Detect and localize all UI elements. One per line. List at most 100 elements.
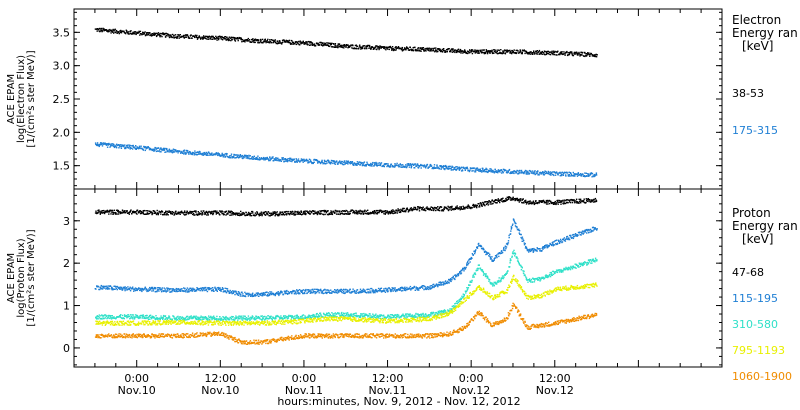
data-point: [432, 48, 434, 50]
data-point: [477, 169, 479, 171]
data-point: [593, 175, 595, 177]
data-point: [116, 209, 119, 211]
series-47-68: [94, 196, 598, 217]
data-point: [464, 49, 466, 51]
data-point: [206, 153, 208, 155]
data-point: [371, 287, 373, 290]
data-point: [511, 224, 514, 227]
data-point: [269, 39, 271, 41]
data-point: [178, 34, 180, 36]
data-point: [397, 165, 399, 167]
data-point: [326, 213, 329, 216]
data-point: [374, 290, 377, 292]
data-point: [139, 211, 141, 213]
data-point: [228, 211, 230, 214]
data-point: [588, 200, 590, 203]
data-point: [372, 212, 374, 214]
data-point: [146, 34, 148, 36]
data-point: [285, 39, 288, 42]
data-point: [116, 213, 118, 215]
data-point: [467, 263, 469, 266]
data-point: [200, 153, 203, 155]
data-point: [340, 290, 342, 292]
data-point: [279, 214, 281, 216]
data-point: [304, 42, 306, 44]
data-point: [99, 211, 101, 213]
data-point: [171, 33, 174, 36]
data-point: [308, 211, 310, 213]
data-point: [407, 211, 410, 213]
data-point: [443, 207, 445, 210]
data-point: [196, 288, 198, 291]
data-point: [437, 167, 440, 169]
data-point: [305, 158, 308, 161]
data-point: [286, 158, 288, 161]
data-point: [235, 292, 238, 295]
data-point: [249, 213, 251, 216]
data-point: [208, 154, 210, 156]
data-point: [267, 211, 270, 213]
data-point: [228, 38, 230, 40]
data-point: [358, 161, 360, 163]
data-point: [203, 288, 205, 290]
data-point: [349, 163, 352, 165]
data-point: [471, 170, 473, 172]
data-point: [441, 48, 444, 51]
data-point: [217, 37, 219, 39]
data-point: [205, 151, 207, 154]
data-point: [115, 211, 117, 214]
data-point: [455, 166, 457, 168]
data-point: [566, 199, 568, 201]
data-point: [230, 155, 232, 157]
data-point: [560, 174, 563, 177]
data-point: [360, 161, 362, 164]
data-point: [249, 41, 252, 43]
data-point: [273, 41, 275, 43]
data-point: [107, 31, 109, 33]
data-point: [486, 168, 488, 170]
data-point: [300, 211, 303, 214]
data-point: [232, 292, 234, 294]
data-point: [235, 157, 237, 159]
data-point: [263, 211, 265, 214]
data-point: [181, 288, 183, 290]
data-point: [271, 42, 273, 44]
data-point: [492, 259, 495, 262]
data-point: [417, 49, 419, 51]
data-point: [307, 289, 309, 291]
data-point: [506, 243, 509, 246]
data-point: [445, 51, 447, 53]
data-point: [427, 48, 429, 50]
data-point: [584, 202, 586, 204]
data-point: [319, 41, 321, 44]
data-point: [436, 50, 438, 52]
data-point: [418, 208, 421, 210]
data-point: [473, 204, 475, 206]
data-point: [421, 165, 423, 167]
data-point: [328, 212, 330, 215]
data-point: [475, 167, 478, 170]
data-point: [534, 248, 537, 251]
data-point: [332, 46, 334, 48]
data-point: [353, 289, 356, 292]
data-point: [433, 286, 435, 288]
data-point: [526, 171, 528, 173]
data-point: [168, 288, 170, 290]
data-point: [278, 158, 280, 161]
data-point: [464, 50, 466, 52]
data-point: [100, 28, 103, 30]
data-point: [366, 45, 369, 48]
data-point: [288, 213, 291, 216]
data-point: [484, 169, 486, 171]
data-point: [359, 288, 362, 290]
data-point: [321, 210, 323, 212]
data-point: [266, 294, 268, 297]
data-point: [212, 213, 214, 216]
data-point: [201, 212, 204, 214]
data-point: [152, 212, 154, 215]
data-point: [201, 290, 203, 292]
data-point: [519, 172, 521, 174]
data-point: [108, 210, 110, 212]
data-point: [531, 248, 534, 251]
data-point: [542, 199, 545, 202]
